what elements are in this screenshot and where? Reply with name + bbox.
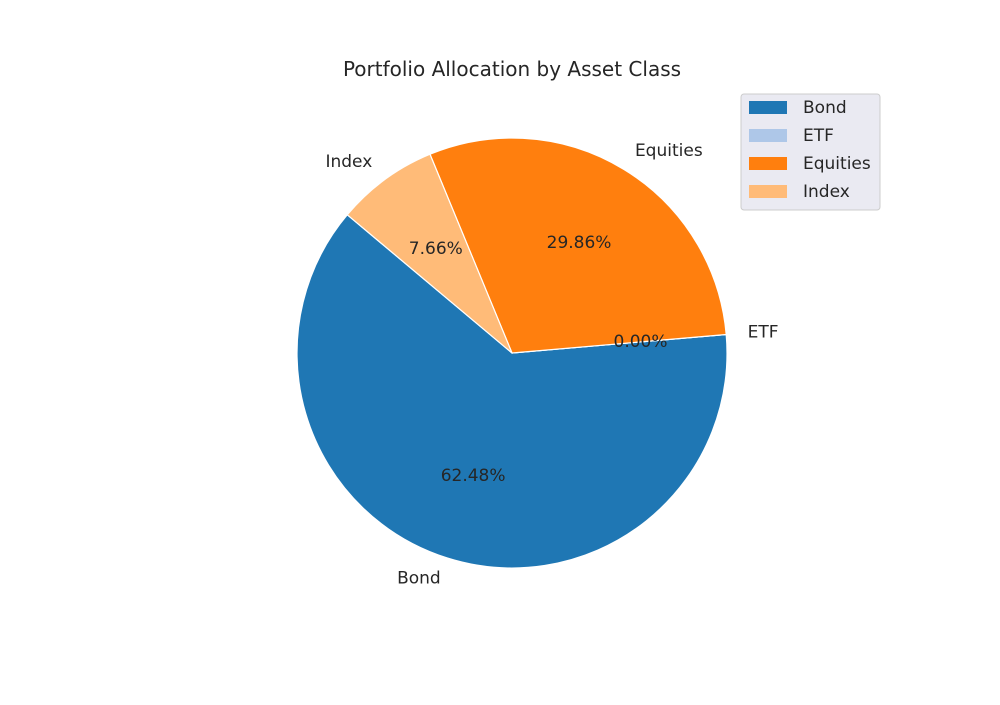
slice-label-equities: Equities <box>635 141 703 161</box>
legend-swatch-etf <box>749 129 787 142</box>
legend-swatch-bond <box>749 101 787 114</box>
legend-swatch-equities <box>749 157 787 170</box>
slice-percent-index: 7.66% <box>409 239 463 259</box>
slice-percent-equities: 29.86% <box>547 233 612 253</box>
pie-slice-index <box>346 153 513 354</box>
legend-label-index: Index <box>803 182 850 202</box>
slice-percent-labels: 62.48% 0.00% 29.86% 7.66% <box>409 233 668 486</box>
slice-label-bond: Bond <box>397 569 441 589</box>
slice-percent-bond: 62.48% <box>441 466 506 486</box>
legend-label-etf: ETF <box>803 126 834 146</box>
slice-percent-etf: 0.00% <box>614 332 668 352</box>
legend-label-equities: Equities <box>803 154 871 174</box>
legend-label-bond: Bond <box>803 98 847 118</box>
pie-slices <box>296 137 728 569</box>
slice-labels: Bond ETF Equities Index <box>325 141 778 589</box>
slice-label-index: Index <box>325 152 372 172</box>
pie-slice-equities <box>429 137 727 354</box>
slice-label-etf: ETF <box>748 323 779 343</box>
chart-title: Portfolio Allocation by Asset Class <box>343 57 681 81</box>
legend: Bond ETF Equities Index <box>740 93 881 211</box>
pie-slice-bond <box>296 214 728 569</box>
legend-box <box>740 93 881 211</box>
legend-swatch-index <box>749 185 787 198</box>
